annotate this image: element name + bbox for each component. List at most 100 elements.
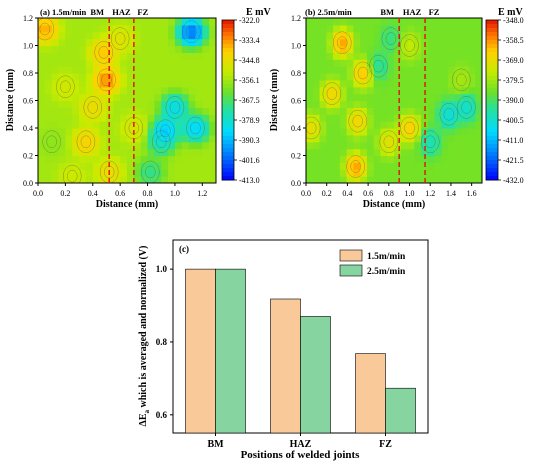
heatmap-cell (188, 73, 197, 81)
colorbar-swatch (486, 120, 498, 125)
heatmap-cell (441, 79, 449, 88)
y-tick-label: 1.0 (23, 42, 33, 51)
heatmap-cell (209, 59, 216, 67)
heatmap-cell (366, 93, 375, 102)
heatmap-cell (127, 148, 135, 157)
heatmap-cell (427, 86, 436, 95)
heatmap-cell (346, 100, 354, 108)
colorbar-swatch (486, 64, 498, 69)
heatmap-cell (79, 100, 87, 108)
heatmap-cell (454, 52, 463, 60)
heatmap-cell (306, 114, 314, 122)
heatmap-cell (441, 162, 449, 170)
heatmap-cell (407, 121, 415, 129)
heatmap-cell (99, 38, 108, 47)
heatmap-cell (414, 169, 422, 177)
heatmap-cell (127, 45, 135, 53)
heatmap-cell (92, 169, 101, 177)
heatmap-cell (79, 93, 87, 102)
heatmap-cell (434, 141, 442, 150)
heatmap-cell (326, 45, 334, 53)
heatmap-cell (319, 121, 327, 129)
heatmap-cell (154, 141, 162, 150)
colorbar-tick-label: -348.0 (503, 16, 524, 25)
legend-swatch (339, 264, 363, 277)
heatmap-cell (434, 162, 442, 170)
heatmap-cell (133, 121, 142, 129)
heatmap-cell (44, 93, 53, 102)
heatmap-cell (195, 79, 203, 88)
heatmap-cell (454, 59, 463, 67)
y-label-rest: which is averaged and normalized (V) (138, 246, 149, 410)
heatmap-cell (454, 141, 463, 150)
heatmap-cell (326, 141, 334, 150)
heatmap-cell (414, 66, 422, 74)
contour-line (353, 61, 373, 85)
heatmap-cell (44, 162, 53, 170)
heatmap-cell (346, 134, 354, 143)
colorbar-tick-label: -390.3 (239, 136, 260, 145)
heatmap-cell (312, 128, 321, 136)
heatmap-cell (461, 107, 470, 115)
heatmap-cell (387, 59, 395, 67)
heatmap-cell (85, 52, 94, 60)
x-tick-label: 0.8 (143, 189, 153, 198)
heatmap-cell (174, 134, 183, 143)
heatmap-cell (468, 134, 476, 143)
heatmap-cell (195, 73, 203, 81)
heatmap-cell (414, 59, 422, 67)
heatmap-cell (147, 86, 155, 95)
heatmap-cell (319, 100, 327, 108)
heatmap-cell (353, 114, 361, 122)
heatmap-cell (79, 79, 87, 88)
heatmap-cell (174, 31, 183, 40)
heatmap-cell (85, 18, 94, 26)
contour-line (404, 121, 415, 135)
heatmap-cell (181, 134, 190, 143)
heatmap-cell (161, 134, 169, 143)
contour-line (60, 80, 71, 93)
heatmap-cell (373, 155, 382, 163)
heatmap-b-x-label: Distance (mm) (363, 199, 425, 210)
heatmap-cell (454, 155, 463, 163)
heatmap-cell (360, 86, 368, 95)
heatmap-cell (154, 128, 162, 136)
heatmap-cell (140, 18, 149, 26)
heatmap-a-region-labels: BM HAZ FZ (90, 7, 148, 17)
heatmap-cell (113, 169, 121, 177)
contour-line (62, 164, 82, 183)
heatmap-cell (414, 155, 422, 163)
heatmap-cell (380, 134, 388, 143)
heatmap-cell (441, 107, 449, 115)
heatmap-cell (373, 93, 382, 102)
heatmap-cell (202, 18, 210, 26)
heatmap-cell (202, 86, 210, 95)
heatmap-cell (306, 107, 314, 115)
contour-line (145, 165, 156, 179)
heatmap-cell (475, 134, 482, 143)
heatmap-cell (174, 114, 183, 122)
heatmap-cell (154, 79, 162, 88)
heatmap-cell (38, 114, 46, 122)
heatmap-cell (202, 79, 210, 88)
heatmap-cell (79, 38, 87, 47)
heatmap-cell (319, 59, 327, 67)
heatmap-cell (79, 73, 87, 81)
heatmap-cell (373, 176, 382, 183)
heatmap-cell (147, 155, 155, 163)
heatmap-cell (133, 31, 142, 40)
heatmap-cell (65, 176, 73, 183)
heatmap-cell (353, 66, 361, 74)
heatmap-cell (127, 18, 135, 26)
contour-line (190, 121, 201, 135)
heatmap-cell (72, 128, 80, 136)
heatmap-cell (427, 176, 436, 183)
x-tick-label: 0.0 (301, 189, 311, 198)
heatmap-cell (195, 134, 203, 143)
heatmap-cell (394, 38, 402, 47)
heatmap-cell (147, 79, 155, 88)
heatmap-cell (51, 100, 60, 108)
heatmap-cell (366, 176, 375, 183)
heatmap-cell (306, 100, 314, 108)
heatmap-cell (188, 128, 197, 136)
